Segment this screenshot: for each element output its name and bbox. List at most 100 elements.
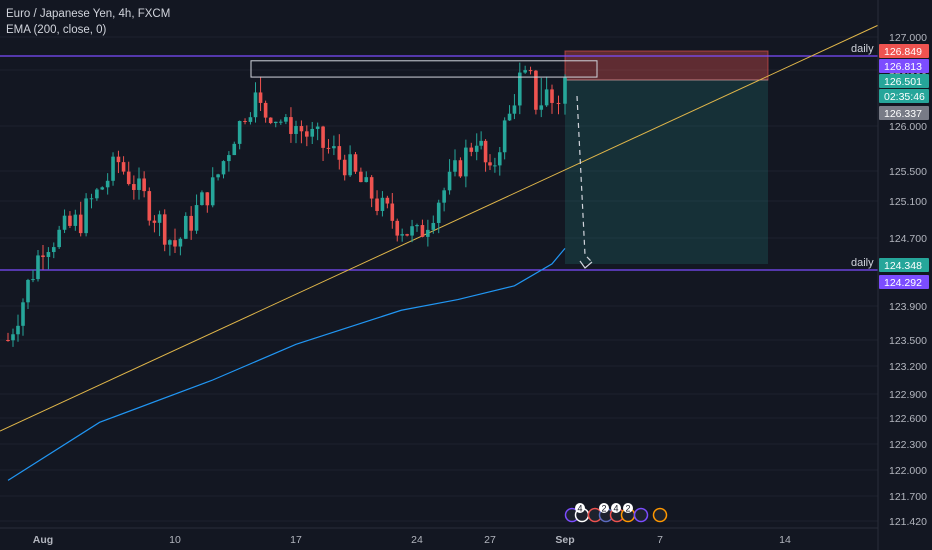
daily-level-label: daily (851, 257, 874, 269)
price-label-box (879, 106, 929, 120)
candle-body (73, 214, 78, 226)
candle-body (395, 220, 400, 236)
event-marker[interactable] (652, 507, 668, 523)
candle-body (453, 160, 457, 172)
candle-body (534, 70, 538, 110)
price-label-text: 126.813 (884, 61, 922, 73)
candle-body (502, 120, 507, 153)
price-label-text: 126.849 (884, 46, 922, 58)
event-count: 2 (601, 504, 606, 514)
candle-body (447, 171, 452, 191)
resistance-box (250, 60, 598, 78)
candle-body (550, 89, 554, 103)
time-tick-label: 27 (484, 534, 496, 546)
candle-body (46, 252, 51, 258)
event-count-badge (623, 503, 633, 513)
candle-body (168, 240, 172, 245)
candle-body (332, 146, 336, 149)
price-label-text: 126.337 (884, 108, 922, 120)
candle-body (305, 131, 309, 137)
price-tick-label: 125.100 (889, 196, 927, 208)
candle-body (353, 154, 358, 172)
candle-body (205, 192, 210, 206)
candle-body (321, 126, 325, 148)
symbol-title[interactable]: Euro / Japanese Yen, 4h, FXCM (6, 8, 171, 20)
candle-body (488, 162, 492, 166)
candle-body (51, 247, 56, 253)
candle-body (121, 162, 126, 172)
candle-body (556, 102, 561, 104)
candle-body (364, 177, 369, 183)
price-tick-label: 124.700 (889, 233, 927, 245)
indicator-label[interactable]: EMA (200, close, 0) (6, 24, 107, 36)
candle-body (415, 225, 419, 227)
candle-body (237, 121, 242, 144)
time-tick-label: 10 (169, 534, 181, 546)
daily-level-label: daily (851, 43, 874, 55)
candle-body (232, 143, 237, 156)
candle-body (512, 105, 517, 114)
candle-body (116, 156, 121, 163)
price-label-text: 02:35:46 (884, 91, 925, 103)
candle-body (507, 113, 512, 121)
ema-200-line (7, 247, 566, 481)
candle-body (178, 238, 183, 247)
candle-body (194, 205, 199, 231)
price-tick-label: 127.000 (889, 32, 927, 44)
price-tick-label: 121.700 (889, 491, 927, 503)
candle-body (243, 121, 247, 123)
candle-body (263, 102, 268, 118)
position-zones (564, 50, 769, 264)
candle-body (539, 105, 544, 110)
candle-body (294, 126, 298, 134)
time-tick-label: Aug (33, 534, 53, 546)
candle-body (410, 226, 414, 236)
candle-body (200, 192, 204, 206)
candle-body (57, 229, 61, 248)
candle-body (474, 145, 479, 152)
candle-body (216, 174, 220, 178)
chart-legend: Euro / Japanese Yen, 4h, FXCM EMA (200, … (6, 6, 170, 38)
candle-body (210, 177, 215, 206)
time-axis[interactable]: Aug 10 17 24 27 Sep 7 14 (0, 527, 878, 546)
price-label-box (879, 74, 929, 88)
candle-body (147, 191, 152, 221)
candle-body (62, 215, 67, 230)
price-label-text: 124.292 (884, 277, 922, 289)
candle-body (420, 225, 425, 237)
candle-body (162, 214, 167, 245)
candle-body (431, 222, 436, 230)
price-tick-label: 122.300 (889, 439, 927, 451)
candle-body (359, 171, 363, 183)
candle-body (279, 121, 283, 123)
candle-body (337, 146, 342, 160)
time-tick-label: Sep (555, 534, 574, 546)
price-label-text: 124.348 (884, 260, 922, 272)
candle-body (126, 171, 131, 185)
candle-body (173, 240, 177, 247)
price-label-box (879, 44, 929, 58)
price-tick-label: 123.500 (889, 335, 927, 347)
candle-body (284, 117, 288, 122)
candle-body (258, 92, 263, 103)
price-label-text: 126.501 (884, 76, 922, 88)
candle-body (84, 198, 88, 234)
time-tick-label: 17 (290, 534, 302, 546)
candle-body (497, 152, 502, 166)
price-tick-label: 121.420 (889, 516, 927, 528)
candle-body (227, 155, 231, 162)
event-marker[interactable] (633, 507, 649, 523)
price-label-box (879, 89, 929, 103)
projection-arrowhead (579, 260, 593, 269)
candle-body (16, 325, 20, 335)
candle-body (289, 117, 293, 134)
candle-body (390, 203, 395, 221)
candle-body (142, 178, 146, 192)
candle-body (326, 147, 331, 149)
candle-body (21, 302, 25, 326)
candle-body (100, 187, 105, 190)
candle-body (310, 128, 315, 137)
price-tick-label: 123.200 (889, 361, 927, 373)
